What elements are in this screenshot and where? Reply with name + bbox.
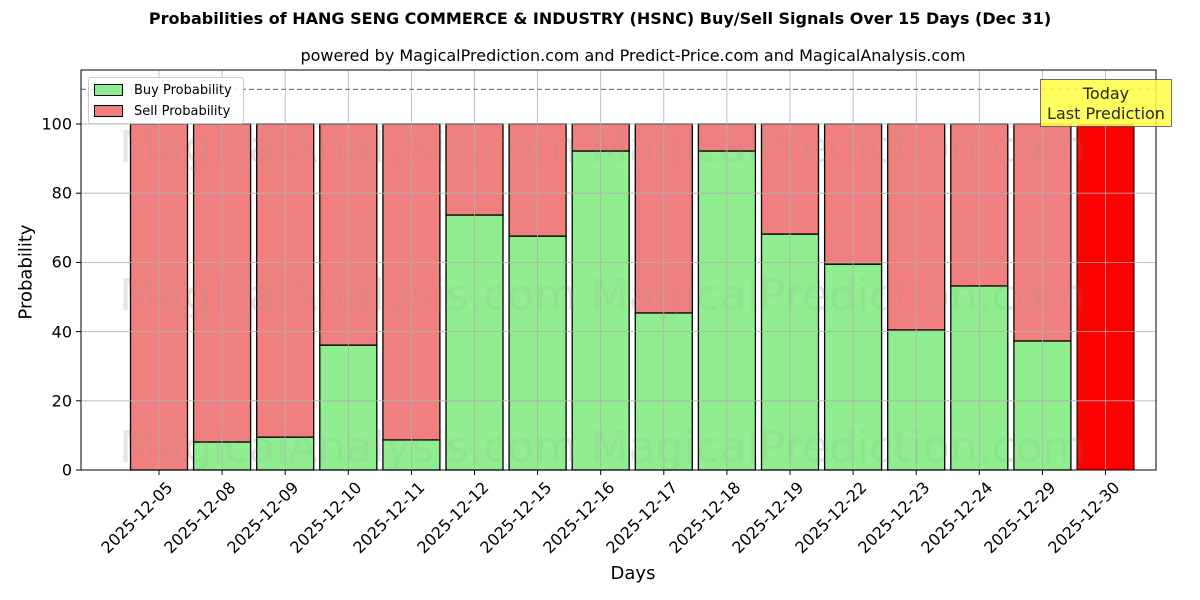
y-tick-label: 100 — [41, 114, 72, 134]
chart-subtitle: powered by MagicalPrediction.com and Pre… — [300, 46, 966, 65]
x-axis-label: Days — [610, 563, 656, 584]
axes-frame — [80, 69, 1157, 471]
watermark-overlay: MagicalPrediction.com — [591, 422, 1086, 473]
annotation-line-2: Last Prediction — [1047, 104, 1165, 123]
legend-sell-label: Sell Probability — [134, 103, 231, 119]
legend-item-buy: Buy Probability — [94, 82, 232, 98]
sell-swatch-icon — [94, 105, 123, 117]
legend-buy-label: Buy Probability — [134, 82, 232, 98]
buy-swatch-icon — [94, 84, 123, 96]
watermark-overlay: MagicalPrediction.com — [591, 270, 1086, 321]
y-tick-label: 60 — [51, 252, 72, 272]
legend-item-sell: Sell Probability — [94, 103, 230, 119]
legend: Buy Probability Sell Probability — [88, 77, 244, 124]
y-tick-label: 0 — [61, 460, 72, 480]
y-tick-label: 20 — [51, 391, 72, 411]
today-annotation: Today Last Prediction — [1040, 79, 1172, 127]
watermark-overlay: MagicalPrediction.com — [591, 122, 1086, 173]
y-tick-label: 80 — [51, 183, 72, 203]
chart-title: Probabilities of HANG SENG COMMERCE & IN… — [148, 9, 1052, 28]
y-axis-label: Probability — [15, 224, 37, 320]
annotation-line-1: Today — [1082, 84, 1130, 103]
y-tick-label: 40 — [51, 322, 72, 342]
